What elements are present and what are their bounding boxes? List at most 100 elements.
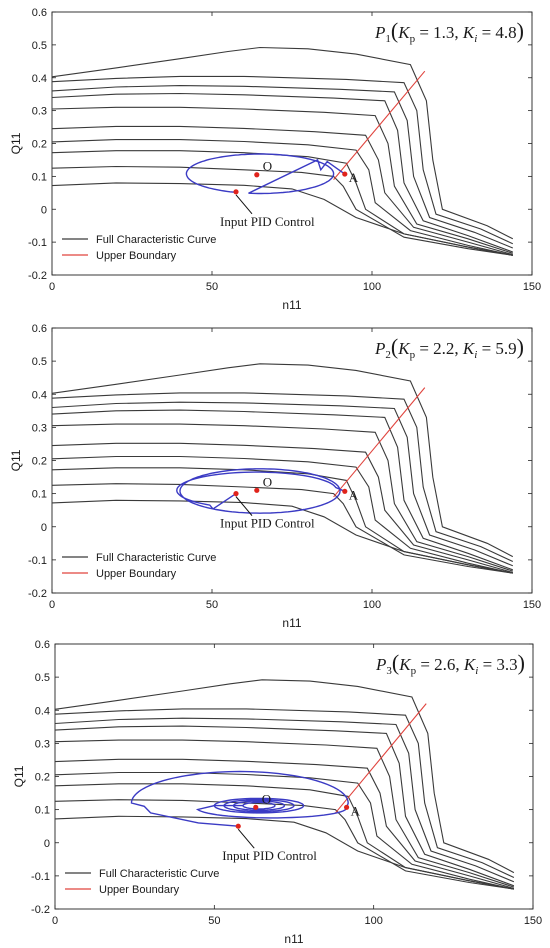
y-tick-label: 0.3	[35, 738, 50, 750]
x-tick-label: 150	[523, 599, 541, 611]
upper-boundary-line	[335, 703, 427, 814]
characteristic-curve-7	[52, 409, 513, 571]
characteristic-curve-6	[55, 739, 515, 888]
y-tick-label: 0.4	[35, 705, 50, 717]
characteristic-curve-2	[52, 483, 513, 574]
point-label-input-pid-control: Input PID Control	[220, 214, 315, 229]
characteristic-curve-10	[52, 363, 514, 558]
point-label-input-pid-control: Input PID Control	[220, 516, 315, 531]
y-tick-label: -0.1	[28, 237, 47, 249]
x-tick-label: 50	[206, 599, 218, 611]
point-input-pid-control	[235, 823, 241, 829]
chart-title: P1(Kp = 1.3, Ki = 4.8)	[374, 18, 524, 45]
y-tick-label: -0.1	[28, 555, 47, 567]
annotation-arrow	[237, 828, 255, 849]
chart-panel-2: -0.2 -0.1 0 0.1 0.2 0.3 0.4 0.5 0.6 0 50 100 150 n11 Q…	[9, 323, 541, 630]
y-tick-label: 0.3	[32, 422, 47, 434]
x-tick-label: 0	[49, 281, 55, 293]
x-tick-label: 0	[52, 915, 58, 927]
point-label-input-pid-control: Input PID Control	[222, 848, 317, 863]
characteristic-curve-7	[52, 92, 513, 253]
chart-panel-1: -0.2 -0.1 0 0.1 0.2 0.3 0.4 0.5 0.6 0 50 100 150 n11 Q…	[9, 7, 541, 312]
point-a	[342, 488, 348, 494]
legend-entry-boundary: Upper Boundary	[96, 250, 177, 262]
point-label-o: O	[263, 159, 272, 174]
characteristic-curve-9	[55, 708, 515, 878]
x-tick-label: 150	[524, 915, 542, 927]
pid-trajectory	[130, 770, 349, 827]
y-tick-label: 0.5	[35, 672, 50, 684]
y-tick-label: 0	[41, 204, 47, 216]
legend-entry-curve: Full Characteristic Curve	[96, 234, 216, 246]
x-axis-label: n11	[282, 616, 301, 630]
characteristic-curve-6	[52, 423, 513, 572]
y-tick-label: 0.2	[35, 772, 50, 784]
characteristic-curve-9	[52, 75, 514, 245]
pid-trajectory	[176, 468, 346, 514]
y-tick-label: 0.6	[35, 639, 50, 651]
point-o	[254, 172, 260, 178]
characteristic-curve-3	[55, 783, 515, 890]
point-label-o: O	[263, 474, 272, 489]
characteristic-curve-5	[52, 125, 513, 256]
x-tick-label: 50	[206, 281, 218, 293]
chart-panel-3: -0.2 -0.1 0 0.1 0.2 0.3 0.4 0.5 0.6 0 50 100 150 n11 Q…	[12, 639, 542, 946]
point-a	[343, 804, 350, 810]
y-tick-label: 0.4	[32, 389, 47, 401]
point-input-pid-control	[233, 189, 239, 195]
x-axis-label: n11	[284, 932, 303, 946]
y-tick-label: 0.2	[32, 139, 47, 151]
characteristic-curve-5	[55, 758, 515, 890]
y-tick-label: 0.4	[32, 73, 47, 85]
characteristic-curve-3	[52, 150, 513, 256]
legend-entry-curve: Full Characteristic Curve	[96, 552, 216, 564]
annotation-arrow	[235, 194, 253, 215]
annotation-arrow	[235, 496, 253, 516]
x-tick-label: 0	[49, 599, 55, 611]
x-tick-label: 100	[364, 915, 382, 927]
plot-area	[55, 679, 515, 890]
characteristic-curve-4	[52, 139, 513, 256]
y-tick-label: 0.1	[35, 805, 50, 817]
x-tick-label: 150	[523, 281, 541, 293]
x-tick-label: 100	[363, 281, 381, 293]
point-label-o: O	[262, 791, 271, 806]
y-tick-label: 0	[44, 838, 50, 850]
legend-entry-curve: Full Characteristic Curve	[99, 868, 219, 880]
point-o	[253, 804, 259, 810]
y-tick-label: 0.5	[32, 40, 47, 52]
characteristic-curve-9	[52, 392, 514, 562]
x-tick-label: 50	[208, 915, 220, 927]
point-o	[254, 487, 260, 493]
point-a	[342, 171, 348, 177]
y-axis-label: Q11	[9, 449, 23, 471]
characteristic-curve-6	[52, 106, 513, 254]
characteristic-curve-10	[55, 679, 515, 874]
point-label-a: A	[349, 170, 359, 185]
y-tick-label: 0.3	[32, 106, 47, 118]
characteristic-curve-7	[55, 725, 515, 887]
y-tick-label: -0.2	[28, 588, 47, 600]
point-label-a: A	[349, 487, 359, 502]
x-tick-label: 100	[363, 599, 381, 611]
legend-entry-boundary: Upper Boundary	[96, 568, 177, 580]
chart-title: P2(Kp = 2.2, Ki = 5.9)	[374, 334, 524, 361]
y-tick-label: 0.2	[32, 456, 47, 468]
chart-title: P3(Kp = 2.6, Ki = 3.3)	[375, 650, 525, 677]
characteristic-curve-4	[55, 771, 515, 890]
characteristic-curve-10	[52, 46, 514, 240]
y-axis-label: Q11	[12, 765, 26, 787]
plot-area	[52, 46, 514, 256]
characteristic-curve-8	[55, 717, 515, 883]
characteristic-curve-8	[52, 401, 514, 567]
characteristic-curve-8	[52, 85, 514, 249]
characteristic-curve-4	[52, 455, 513, 574]
y-tick-label: -0.1	[31, 871, 50, 883]
y-tick-label: 0.1	[32, 171, 47, 183]
legend-entry-boundary: Upper Boundary	[99, 884, 180, 896]
y-tick-label: -0.2	[28, 270, 47, 282]
y-tick-label: -0.2	[31, 904, 50, 916]
characteristic-curve-2	[55, 799, 514, 890]
y-tick-label: 0	[41, 522, 47, 534]
